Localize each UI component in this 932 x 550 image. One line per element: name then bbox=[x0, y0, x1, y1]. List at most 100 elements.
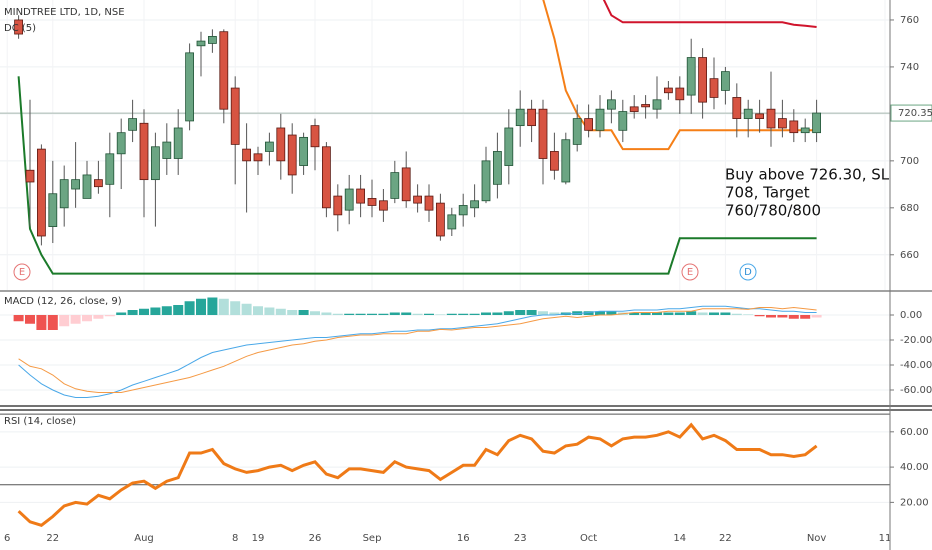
histogram-bar bbox=[207, 297, 218, 315]
histogram-bar bbox=[355, 313, 366, 315]
histogram-bar bbox=[549, 312, 560, 315]
candle-body bbox=[310, 125, 320, 148]
y-tick-label: 740 bbox=[900, 62, 919, 73]
histogram-bar bbox=[754, 315, 765, 317]
histogram-bar bbox=[595, 311, 605, 315]
candle-body bbox=[629, 106, 639, 112]
histogram-bar bbox=[446, 313, 457, 315]
candle-body bbox=[698, 57, 707, 103]
candle-body bbox=[732, 97, 742, 119]
histogram-bar bbox=[572, 311, 583, 315]
histogram-bar bbox=[766, 315, 776, 318]
last-price-tag bbox=[890, 104, 932, 122]
x-tick-label: Oct bbox=[580, 533, 597, 544]
candle-body bbox=[664, 87, 673, 94]
y-tick-label: 760 bbox=[900, 15, 919, 26]
histogram-bar bbox=[367, 313, 377, 315]
histogram-bar bbox=[82, 315, 92, 322]
histogram-bar bbox=[253, 306, 263, 315]
candle-body bbox=[572, 118, 582, 145]
candle-body bbox=[82, 174, 92, 199]
chart-title: MINDTREE LTD, 1D, NSE bbox=[4, 7, 125, 18]
histogram-bar bbox=[697, 312, 708, 315]
candle-body bbox=[344, 188, 354, 211]
histogram-bar bbox=[788, 315, 799, 319]
series-line bbox=[18, 305, 817, 398]
histogram-bar bbox=[629, 312, 640, 315]
candle-body bbox=[94, 179, 103, 188]
candle-body bbox=[743, 108, 753, 119]
candle-body bbox=[230, 87, 240, 145]
price-pane bbox=[0, 0, 890, 290]
rsi-title: RSI (14, close) bbox=[4, 416, 76, 427]
histogram-bar bbox=[275, 308, 286, 315]
histogram-bar bbox=[481, 312, 491, 315]
x-tick-label: 8 bbox=[232, 533, 238, 544]
histogram-bar bbox=[709, 312, 719, 315]
candle-body bbox=[128, 118, 138, 131]
candle-body bbox=[105, 153, 115, 185]
histogram-bar bbox=[36, 315, 47, 330]
histogram-bar bbox=[686, 311, 697, 315]
candle-body bbox=[333, 195, 343, 216]
candle-body bbox=[14, 19, 24, 35]
candle-body bbox=[721, 71, 730, 91]
histogram-bar bbox=[13, 315, 24, 322]
histogram-bar bbox=[321, 312, 332, 315]
histogram-bar bbox=[264, 307, 275, 315]
histogram-bar bbox=[298, 310, 309, 315]
histogram-bar bbox=[435, 314, 446, 315]
histogram-bar bbox=[503, 311, 514, 315]
y-tick-label: 700 bbox=[900, 156, 919, 167]
histogram-bar bbox=[538, 311, 548, 315]
candle-body bbox=[675, 87, 685, 101]
annotation: 760/780/800 bbox=[725, 202, 821, 220]
candle-body bbox=[219, 31, 229, 110]
axes: 660680700720740760622Aug81926Sep1623Oct1… bbox=[4, 15, 932, 544]
candle-body bbox=[778, 118, 787, 129]
candle-body bbox=[470, 200, 480, 209]
histogram-bar bbox=[161, 306, 172, 315]
indicator-title: DC (5) bbox=[4, 23, 36, 34]
x-tick-label: 19 bbox=[252, 533, 265, 544]
event-label: E bbox=[687, 267, 693, 278]
histogram-bar bbox=[344, 313, 355, 315]
y-tick-label: -60.00 bbox=[900, 385, 932, 396]
candle-body bbox=[173, 127, 183, 159]
histogram-bar bbox=[59, 315, 70, 327]
candle-body bbox=[150, 146, 160, 181]
candle-body bbox=[766, 108, 776, 129]
candle-body bbox=[641, 104, 650, 108]
candle-body bbox=[538, 108, 548, 159]
x-tick-label: Aug bbox=[134, 533, 154, 544]
histogram-bar bbox=[173, 305, 184, 315]
candle-body bbox=[196, 40, 206, 47]
candle-body bbox=[561, 139, 571, 183]
histogram-bar bbox=[104, 315, 115, 317]
x-tick-label: Nov bbox=[807, 533, 827, 544]
event-marker[interactable]: D bbox=[739, 263, 757, 281]
candle-body bbox=[755, 113, 764, 119]
x-tick-label: Sep bbox=[363, 533, 382, 544]
histogram-bar bbox=[310, 311, 320, 315]
candle-body bbox=[584, 118, 593, 131]
candle-body bbox=[550, 151, 559, 171]
candle-body bbox=[367, 198, 377, 206]
series-line bbox=[17, 422, 818, 527]
histogram-bar bbox=[811, 315, 822, 318]
histogram-bar bbox=[332, 313, 343, 315]
macd-title: MACD (12, 26, close, 9) bbox=[4, 296, 122, 307]
event-label: D bbox=[744, 267, 752, 278]
rsi-pane bbox=[0, 413, 890, 527]
candle-body bbox=[139, 122, 149, 181]
histogram-bar bbox=[139, 308, 149, 315]
event-marker[interactable]: E bbox=[681, 263, 699, 281]
candle-body bbox=[48, 193, 58, 227]
histogram-bar bbox=[652, 312, 662, 315]
candle-body bbox=[253, 153, 263, 162]
candle-body bbox=[162, 141, 172, 159]
y-tick-label: 60.00 bbox=[900, 427, 929, 438]
event-marker[interactable]: E bbox=[13, 263, 31, 281]
